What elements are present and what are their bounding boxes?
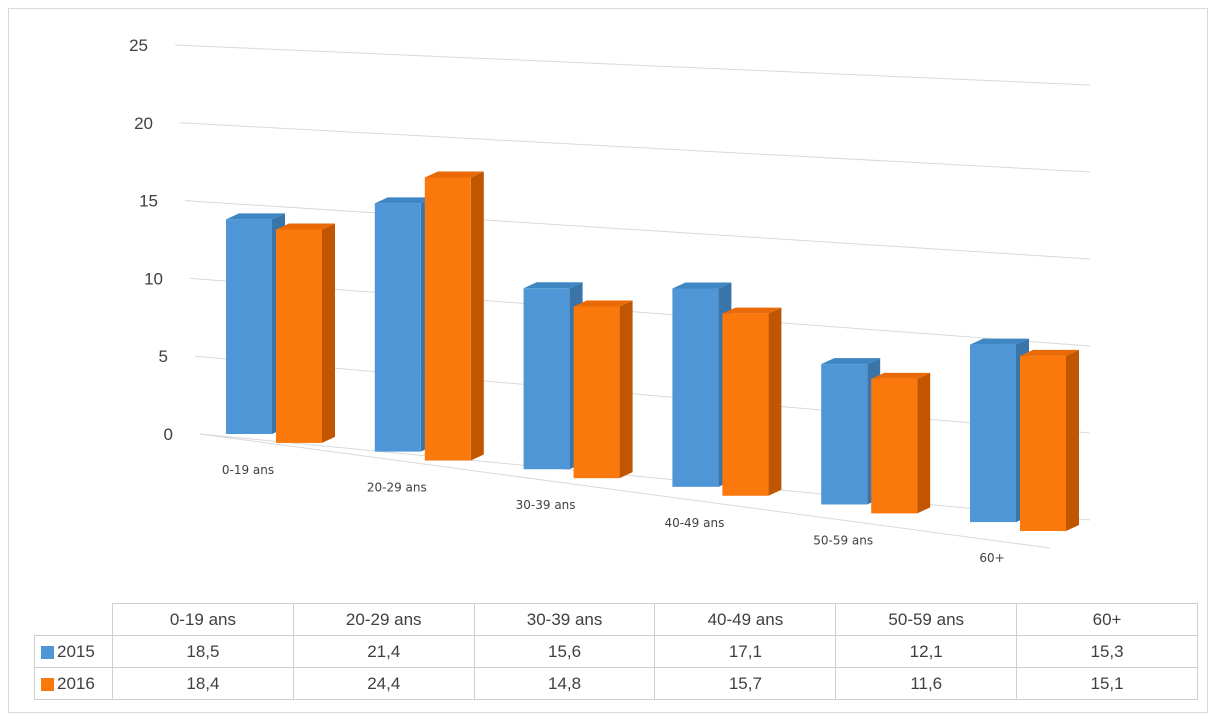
legend-swatch	[41, 645, 54, 659]
bar-top	[374, 197, 434, 204]
table-cell: 14,8	[473, 667, 656, 700]
category-label: 50-59 ans	[813, 533, 873, 547]
bar-top	[226, 213, 285, 220]
bar-top	[1020, 349, 1079, 356]
bar-top	[821, 358, 881, 365]
bar-side	[768, 307, 782, 496]
category-label: 20-29 ans	[367, 481, 427, 495]
gridline	[199, 433, 1091, 521]
data-table: 0-19 ans 20-29 ans 30-39 ans 40-49 ans 50-59…	[34, 603, 1198, 700]
table-cell: 12,1	[835, 635, 1018, 668]
bar-side	[322, 223, 335, 443]
table-header-row: 0-19 ans 20-29 ans 30-39 ans 40-49 ans 50-59…	[34, 603, 1198, 636]
bar	[821, 364, 868, 505]
table-column-header: 0-19 ans	[112, 603, 294, 636]
table-cell: 18,4	[112, 667, 294, 700]
y-tick-label: 20	[134, 114, 153, 133]
bar-side	[1066, 349, 1079, 531]
gridline	[194, 355, 1091, 434]
table-cell: 17,1	[654, 635, 837, 668]
bar	[573, 306, 620, 479]
y-tick-label: 5	[159, 347, 168, 366]
bar-top	[424, 171, 484, 178]
bar-side	[917, 372, 931, 514]
series-label-cell: 2016	[34, 667, 113, 700]
bar-top	[970, 338, 1029, 345]
y-tick-label: 15	[139, 192, 158, 211]
chart-plot: 0 5 10 15 20 25 0-19 ans 20-29 ans 30-39 ans 40-4…	[129, 36, 1091, 565]
table-cell: 15,1	[1016, 667, 1198, 700]
table-cell: 11,6	[835, 667, 1018, 700]
table-cell: 24,4	[292, 667, 475, 700]
table-column-header: 60+	[1016, 603, 1198, 636]
table-column-header: 30-39 ans	[473, 603, 656, 636]
gridline	[179, 122, 1091, 173]
bar-top	[523, 282, 583, 289]
series-label-cell: 2015	[34, 635, 113, 668]
table-corner	[34, 603, 113, 636]
bar	[722, 313, 769, 496]
series-label: 2015	[57, 641, 95, 661]
bar-side	[470, 171, 484, 461]
bar	[672, 288, 719, 487]
series-label: 2016	[57, 673, 95, 693]
floor-edge	[199, 433, 1051, 549]
bar	[276, 229, 322, 443]
category-label: 30-39 ans	[516, 498, 576, 512]
legend-swatch	[41, 677, 54, 691]
bar	[523, 288, 570, 470]
bar	[970, 344, 1016, 523]
bar	[226, 219, 272, 434]
table-row: 2016 18,4 24,4 14,8 15,7 11,6 15,1	[34, 667, 1198, 700]
bar	[424, 177, 471, 461]
table-cell: 15,3	[1016, 635, 1198, 668]
category-label: 40-49 ans	[664, 516, 724, 530]
table-column-header: 20-29 ans	[292, 603, 475, 636]
category-label: 60+	[979, 551, 1004, 565]
bar-top	[722, 307, 782, 314]
table-cell: 15,6	[473, 635, 656, 668]
bar	[1020, 355, 1066, 531]
table-cell: 18,5	[112, 635, 294, 668]
bar-top	[573, 300, 633, 307]
table-column-header: 50-59 ans	[835, 603, 1018, 636]
bar-top	[276, 223, 335, 230]
gridline	[174, 44, 1091, 86]
bar-top	[871, 372, 931, 379]
table-cell: 21,4	[292, 635, 475, 668]
table-column-header: 40-49 ans	[654, 603, 837, 636]
gridline	[184, 200, 1091, 260]
table-cell: 15,7	[654, 667, 837, 700]
table-row: 2015 18,5 21,4 15,6 17,1 12,1 15,3	[34, 635, 1198, 668]
y-tick-label: 10	[144, 269, 163, 288]
y-tick-label: 25	[129, 36, 148, 55]
bar-top	[672, 282, 732, 289]
category-label: 0-19 ans	[222, 463, 274, 477]
y-tick-label: 0	[164, 425, 173, 444]
bar	[374, 203, 421, 452]
bar	[871, 378, 918, 514]
bar-side	[619, 300, 633, 479]
gridline	[189, 277, 1091, 347]
